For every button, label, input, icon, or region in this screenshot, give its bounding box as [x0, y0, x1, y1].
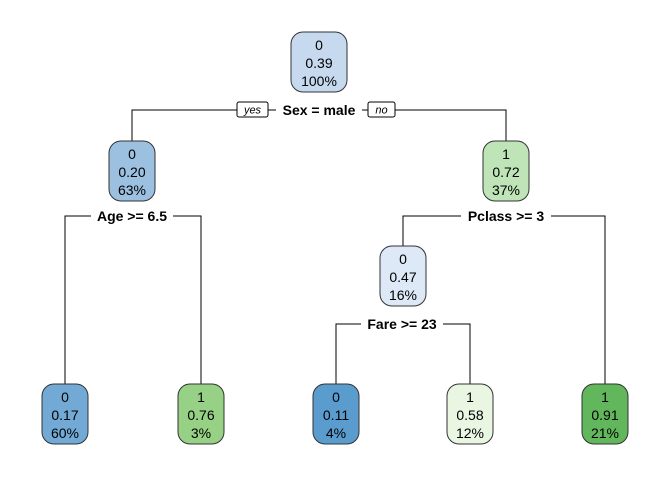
tree-node-n6: 0 0.47 16% — [379, 245, 427, 307]
tree-leaf-n7: 1 0.91 21% — [581, 383, 629, 445]
tree-leaf-n5: 1 0.76 3% — [177, 383, 225, 445]
node-box-n13 — [446, 383, 494, 445]
node-class: 0 — [128, 146, 136, 162]
branch-n3-right — [551, 215, 606, 384]
node-box-n5 — [177, 383, 225, 445]
node-class: 0 — [399, 251, 407, 267]
yes-label: yes — [243, 105, 262, 117]
node-probability: 0.47 — [389, 269, 416, 285]
node-class: 0 — [61, 389, 69, 405]
node-percentage: 4% — [326, 425, 346, 441]
tree-node-n3: 1 0.72 37% — [482, 140, 530, 202]
node-percentage: 16% — [389, 287, 417, 303]
branch-n2-left — [64, 215, 91, 384]
node-box-n2 — [108, 140, 156, 202]
tree-leaf-n4: 0 0.17 60% — [41, 383, 89, 445]
branch-root-left — [131, 109, 276, 141]
node-probability: 0.17 — [51, 407, 78, 423]
node-class: 1 — [466, 389, 474, 405]
split-label-fare: Fare >= 23 — [367, 316, 436, 332]
node-probability: 0.58 — [456, 407, 483, 423]
branch-n3-left — [402, 215, 461, 246]
node-percentage: 60% — [51, 425, 79, 441]
no-label: no — [375, 105, 387, 117]
node-probability: 0.72 — [492, 164, 519, 180]
branch-root-right — [362, 109, 507, 141]
node-probability: 0.91 — [591, 407, 618, 423]
node-probability: 0.11 — [323, 407, 349, 423]
branch-n2-right — [173, 215, 202, 384]
node-box-n12 — [312, 383, 360, 445]
split-label-pclass: Pclass >= 3 — [468, 208, 545, 224]
no-marker: no — [367, 101, 396, 118]
node-probability: 0.20 — [118, 164, 145, 180]
branch-lines — [64, 109, 606, 384]
node-box-n4 — [41, 383, 89, 445]
node-percentage: 3% — [191, 425, 211, 441]
node-class: 0 — [332, 389, 340, 405]
tree-leaf-n13: 1 0.58 12% — [446, 383, 494, 445]
node-probability: 0.76 — [187, 407, 214, 423]
node-box-n3 — [482, 140, 530, 202]
node-box-n7 — [581, 383, 629, 445]
node-box-root — [290, 31, 348, 93]
node-class: 1 — [197, 389, 205, 405]
node-class: 1 — [502, 146, 510, 162]
branch-n6-left — [335, 323, 361, 384]
tree-node-root: 0 0.39 100% — [290, 31, 348, 93]
tree-node-n2: 0 0.20 63% — [108, 140, 156, 202]
node-percentage: 63% — [118, 182, 146, 198]
node-percentage: 12% — [456, 425, 484, 441]
yes-marker: yes — [236, 101, 269, 118]
node-box-n6 — [379, 245, 427, 307]
branch-n6-right — [443, 323, 471, 384]
node-percentage: 37% — [492, 182, 520, 198]
node-class: 0 — [315, 37, 323, 53]
node-class: 1 — [601, 389, 609, 405]
tree-leaf-n12: 0 0.11 4% — [312, 383, 360, 445]
split-label-sex: Sex = male — [283, 102, 356, 118]
node-percentage: 100% — [301, 73, 337, 89]
node-probability: 0.39 — [305, 55, 332, 71]
split-label-age: Age >= 6.5 — [97, 208, 167, 224]
node-percentage: 21% — [591, 425, 619, 441]
